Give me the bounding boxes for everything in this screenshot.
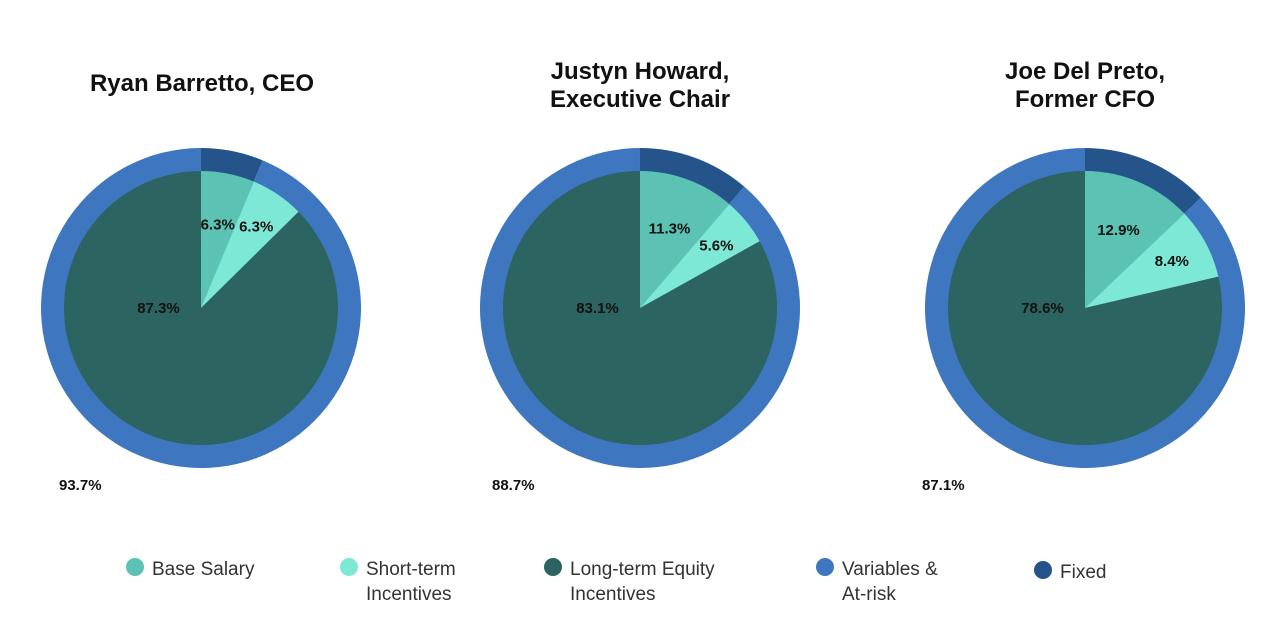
chart-title-former-cfo: Joe Del Preto, Former CFO <box>935 58 1235 114</box>
legend-swatch <box>340 558 358 576</box>
legend-swatch <box>126 558 144 576</box>
chart-title-line: Ryan Barretto, CEO <box>89 70 315 97</box>
legend-item-short-term-incentives: Short-term Incentives <box>340 557 456 607</box>
legend-label-line: Base Salary <box>152 559 255 580</box>
inner-slice-base-salary <box>1085 171 1185 308</box>
legend-item-long-term-equity-incentives: Long-term Equity Incentives <box>544 557 715 607</box>
legend-label: Variables & At-risk <box>842 557 938 607</box>
slice-label: 78.6% <box>1021 300 1064 317</box>
inner-slice-short-term-incentives <box>201 181 299 308</box>
variable-ring-label: 88.7% <box>492 477 535 494</box>
slice-label: 12.9% <box>1097 222 1140 239</box>
legend-label: Base Salary <box>152 557 254 582</box>
slice-label: 5.6% <box>699 238 733 255</box>
pie-chart-1: 11.3% 5.6% 83.1% <box>479 148 800 468</box>
inner-slice-base-salary <box>640 171 730 308</box>
slice-label: 6.3% <box>201 217 235 234</box>
slice-label: 8.4% <box>1155 253 1189 270</box>
pie-chart-0: 6.3% 6.3% 87.3% <box>41 148 362 469</box>
legend-label: Short-term Incentives <box>366 557 456 607</box>
legend-swatch <box>816 558 834 576</box>
legend-label-line: At-risk <box>842 584 896 605</box>
inner-slice-long-term-equity <box>948 171 1223 445</box>
inner-slice-long-term-equity <box>64 171 339 446</box>
legend-label-line: Incentives <box>570 584 656 605</box>
legend-label-line: Long-term Equity <box>570 559 715 580</box>
legend-label-line: Incentives <box>366 584 452 605</box>
inner-slice-short-term-incentives <box>640 204 760 308</box>
legend-swatch <box>544 558 562 576</box>
legend-swatch <box>1034 561 1052 579</box>
legend-label: Fixed <box>1060 560 1106 585</box>
chart-title-ceo: Ryan Barretto, CEO <box>52 70 352 98</box>
chart-title-line: Justyn Howard, <box>550 58 730 85</box>
slice-label: 11.3% <box>649 220 691 237</box>
legend-item-variables-at-risk: Variables & At-risk <box>816 557 938 607</box>
inner-slice-base-salary <box>201 171 254 308</box>
chart-title-line: Executive Chair <box>549 86 731 113</box>
legend-label: Long-term Equity Incentives <box>570 557 715 607</box>
variable-ring-label: 93.7% <box>59 477 102 494</box>
inner-slice-long-term-equity <box>503 171 778 445</box>
legend-label-line: Short-term <box>366 559 456 580</box>
slice-label: 87.3% <box>137 300 180 317</box>
legend-item-fixed: Fixed <box>1034 560 1106 585</box>
chart-title-executive-chair: Justyn Howard, Executive Chair <box>490 58 790 114</box>
chart-title-line: Joe Del Preto, <box>1004 58 1166 85</box>
inner-slice-short-term-incentives <box>1085 213 1219 308</box>
legend-item-base-salary: Base Salary <box>126 557 254 582</box>
slice-label: 6.3% <box>239 218 273 235</box>
variable-ring-label: 87.1% <box>922 477 965 494</box>
pie-chart-2: 12.9% 8.4% 78.6% <box>924 148 1245 469</box>
legend-label-line: Fixed <box>1060 562 1107 583</box>
legend-label-line: Variables & <box>842 559 938 580</box>
chart-title-line: Former CFO <box>1014 86 1155 113</box>
slice-label: 83.1% <box>576 300 619 317</box>
